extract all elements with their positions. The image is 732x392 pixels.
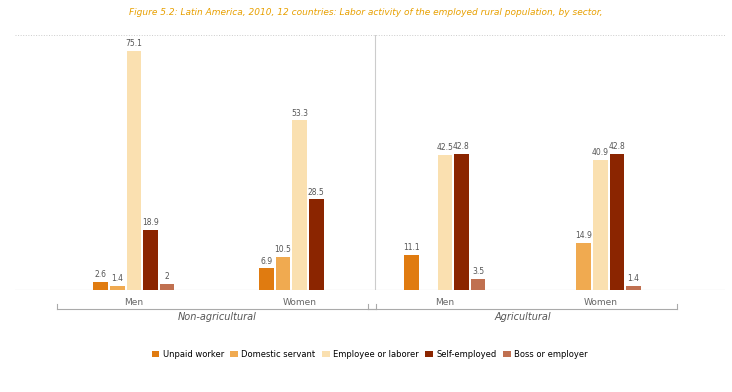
Text: Figure 5.2: Latin America, 2010, 12 countries: Labor activity of the employed ru: Figure 5.2: Latin America, 2010, 12 coun… — [130, 8, 602, 17]
Text: 18.9: 18.9 — [142, 218, 159, 227]
Text: Men: Men — [436, 298, 455, 307]
Bar — [143, 230, 157, 290]
Text: 42.5: 42.5 — [436, 143, 453, 152]
Bar — [110, 286, 124, 290]
Text: 75.1: 75.1 — [125, 39, 142, 48]
Text: 1.4: 1.4 — [627, 274, 640, 283]
Bar — [293, 120, 307, 290]
Bar — [471, 279, 485, 290]
Bar — [276, 257, 291, 290]
Bar — [610, 154, 624, 290]
Bar — [94, 282, 108, 290]
Text: Non-agricultural: Non-agricultural — [177, 312, 256, 322]
Text: 42.8: 42.8 — [453, 142, 470, 151]
Bar — [259, 268, 274, 290]
Text: 14.9: 14.9 — [575, 231, 592, 240]
Bar — [404, 255, 419, 290]
Text: 2.6: 2.6 — [94, 270, 107, 279]
Text: 6.9: 6.9 — [261, 256, 272, 265]
Text: 10.5: 10.5 — [274, 245, 291, 254]
Bar — [577, 243, 591, 290]
Text: 1.4: 1.4 — [111, 274, 123, 283]
Text: 11.1: 11.1 — [403, 243, 420, 252]
Bar — [160, 284, 174, 290]
Bar — [454, 154, 468, 290]
Bar — [127, 51, 141, 290]
Text: 2: 2 — [165, 272, 169, 281]
Bar — [309, 199, 324, 290]
Text: 53.3: 53.3 — [291, 109, 308, 118]
Text: Agricultural: Agricultural — [494, 312, 551, 322]
Bar — [593, 160, 608, 290]
Text: 42.8: 42.8 — [608, 142, 625, 151]
Legend: Unpaid worker, Domestic servant, Employee or laborer, Self-employed, Boss or emp: Unpaid worker, Domestic servant, Employe… — [149, 347, 591, 362]
Text: 3.5: 3.5 — [472, 267, 484, 276]
Bar — [626, 286, 640, 290]
Bar — [438, 155, 452, 290]
Text: Women: Women — [283, 298, 317, 307]
Text: Men: Men — [124, 298, 143, 307]
Text: 40.9: 40.9 — [591, 148, 609, 157]
Text: 28.5: 28.5 — [308, 188, 325, 197]
Text: Women: Women — [583, 298, 617, 307]
